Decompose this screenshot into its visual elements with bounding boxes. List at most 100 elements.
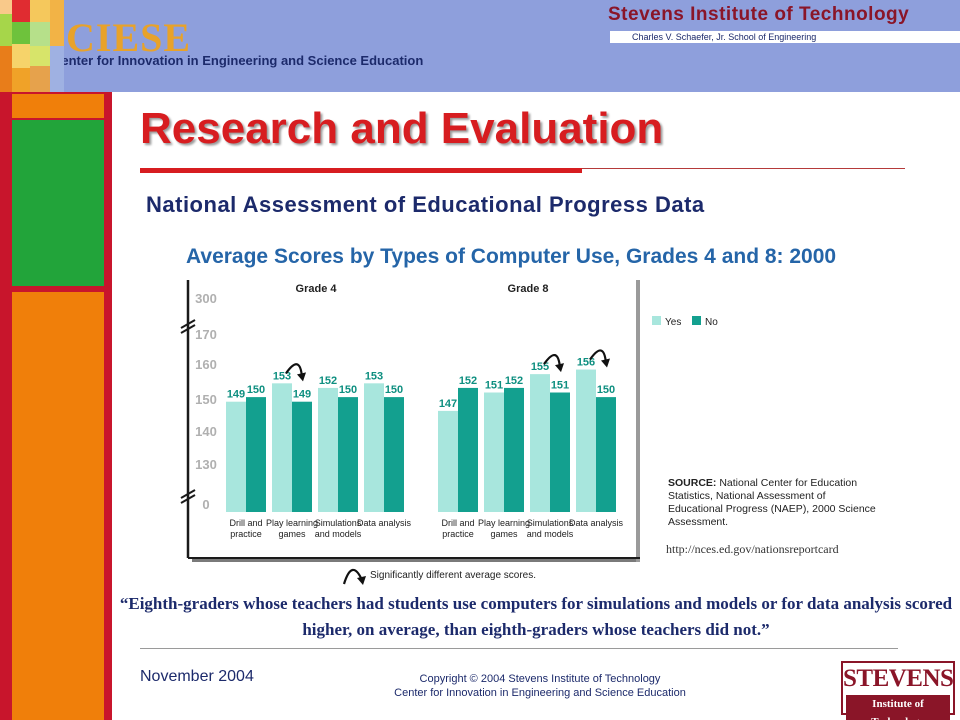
value-label-no: 150 [385, 384, 403, 396]
bar-no [504, 387, 524, 512]
stevens-logo-subtext: Institute of Technology [846, 695, 950, 720]
value-label-yes: 149 [227, 389, 245, 401]
naep-bar-chart: Average Scores by Types of Computer Use,… [180, 245, 876, 585]
arrow-head [601, 358, 610, 368]
axis-break-mark [180, 494, 196, 504]
school-name: Charles V. Schaefer, Jr. School of Engin… [632, 32, 817, 42]
bar-no [458, 387, 478, 512]
copyright-line: Center for Innovation in Engineering and… [394, 687, 686, 699]
bar-yes [576, 369, 596, 512]
ciese-logo: CIESE [66, 15, 192, 60]
category-label: practice [230, 529, 262, 539]
source-text: National Center for Education [719, 477, 857, 489]
category-label: Drill and [229, 518, 262, 528]
sidebar-block [50, 0, 64, 46]
source-prefix: SOURCE: [668, 477, 719, 489]
bar-no [246, 397, 266, 512]
bar-no [384, 397, 404, 512]
source-line: SOURCE: National Center for Education [668, 477, 857, 489]
sidebar-block [30, 0, 50, 22]
value-label-yes: 153 [365, 370, 383, 382]
category-label: Simulations [527, 518, 574, 528]
page-subtitle: National Assessment of Educational Progr… [146, 192, 705, 217]
sidebar-block [12, 22, 30, 44]
value-label-yes: 151 [485, 380, 503, 392]
arrow-head [297, 372, 306, 382]
legend-label-no: No [705, 317, 718, 328]
bar-yes [318, 387, 338, 512]
chart-shadow-bottom [192, 557, 640, 562]
title-underline-thin [582, 168, 905, 169]
y-tick-label: 160 [195, 357, 217, 372]
significance-note-text: Significantly different average scores. [370, 570, 536, 581]
chart-title: Average Scores by Types of Computer Use,… [186, 245, 836, 268]
value-label-yes: 156 [577, 357, 595, 369]
category-label: Data analysis [569, 518, 624, 528]
sidebar-block [0, 0, 12, 14]
axis-break-mark [180, 324, 196, 334]
quote-divider [140, 648, 898, 649]
value-label-no: 150 [339, 384, 357, 396]
sidebar-block [30, 46, 50, 66]
value-label-yes: 152 [319, 375, 337, 387]
bar-no [596, 397, 616, 512]
legend-swatch-no [692, 316, 701, 325]
sidebar-block [12, 44, 30, 68]
sidebar-block [50, 46, 64, 92]
value-label-yes: 153 [273, 370, 291, 382]
center-name: Center for Innovation in Engineering and… [52, 53, 424, 68]
bar-yes [438, 410, 458, 512]
bar-no [292, 401, 312, 512]
y-tick-label: 150 [195, 392, 217, 407]
y-axis-ticks: 0 130 140 150 160 170 300 [195, 291, 217, 512]
y-tick-label: 130 [195, 457, 217, 472]
y-tick-label: 300 [195, 291, 217, 306]
sidebar-block [12, 68, 30, 92]
chart-legend: Yes No [652, 316, 718, 328]
value-label-no: 152 [505, 375, 523, 387]
category-label: Simulations [315, 518, 362, 528]
y-tick-label: 170 [195, 327, 217, 342]
bar-yes [364, 383, 384, 512]
significance-note: Significantly different average scores. [342, 568, 536, 585]
legend-swatch-yes [652, 316, 661, 325]
legend-label-yes: Yes [665, 317, 681, 328]
note-arrow-head [357, 576, 366, 585]
y-tick-label: 140 [195, 424, 217, 439]
sidebar-block [0, 46, 12, 92]
value-label-no: 151 [551, 380, 569, 392]
header-banner [0, 0, 960, 92]
axis-break-mark [180, 489, 196, 499]
value-label-yes: 147 [439, 398, 457, 410]
bar-yes [272, 383, 292, 512]
chart-source: SOURCE: National Center for EducationSta… [668, 477, 876, 528]
bar-no [550, 392, 570, 512]
title-underline [140, 168, 582, 173]
value-label-no: 150 [247, 384, 265, 396]
category-label: and models [315, 529, 362, 539]
source-url: http://nces.ed.gov/nationsreportcard [666, 542, 839, 556]
sidebar-block [30, 22, 50, 46]
source-line: Assessment. [668, 516, 728, 528]
page-title: Research and Evaluation [140, 104, 664, 153]
bar-yes [530, 374, 550, 512]
category-label: and models [527, 529, 574, 539]
value-label-no: 149 [293, 389, 311, 401]
source-line: Educational Progress (NAEP), 2000 Scienc… [668, 503, 876, 515]
chart-frame [180, 280, 640, 562]
sidebar-block [12, 0, 30, 22]
source-line: Statistics, National Assessment of [668, 490, 826, 502]
arrow-head [555, 363, 564, 373]
bar-no [338, 397, 358, 512]
grade-label: Grade 8 [508, 283, 549, 295]
quote-text: “Eighth-graders whose teachers had stude… [119, 594, 953, 639]
sidebar-block [12, 94, 104, 118]
y-tick-label: 0 [202, 497, 209, 512]
category-label: Drill and [441, 518, 474, 528]
category-label: practice [442, 529, 474, 539]
value-label-no: 150 [597, 384, 615, 396]
category-label: games [490, 529, 518, 539]
value-label-no: 152 [459, 375, 477, 387]
axis-break-mark [180, 319, 196, 329]
